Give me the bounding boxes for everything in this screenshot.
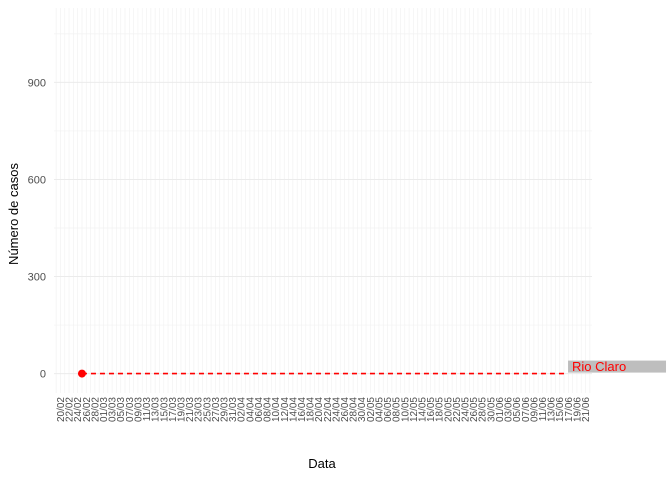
x-tick-label: 31/03 (228, 397, 239, 422)
x-tick-label: 14/04 (288, 397, 299, 422)
y-axis-ticks: 0 300 600 900 (28, 77, 46, 380)
x-tick-label: 16/05 (426, 397, 437, 422)
x-tick-label: 26/05 (469, 397, 480, 422)
x-tick-label: 16/04 (297, 397, 308, 422)
x-tick-label: 17/06 (564, 397, 575, 422)
x-tick-label: 08/04 (263, 397, 274, 422)
x-tick-label: 03/06 (504, 397, 515, 422)
x-tick-label: 27/03 (211, 397, 222, 422)
x-tick-label: 30/05 (486, 397, 497, 422)
y-axis-title: Número de casos (6, 163, 21, 265)
y-tick-label: 0 (40, 369, 46, 381)
x-tick-label: 28/02 (90, 397, 101, 422)
y-tick-label: 300 (28, 272, 46, 284)
x-tick-label: 18/05 (435, 397, 446, 422)
x-tick-label: 22/05 (452, 397, 463, 422)
x-tick-label: 06/05 (383, 397, 394, 422)
x-tick-label: 14/05 (417, 397, 428, 422)
x-tick-label: 13/03 (151, 397, 162, 422)
x-axis-ticks: 20/0222/0224/0226/0228/0201/0303/0305/03… (56, 397, 592, 422)
x-tick-label: 11/06 (538, 397, 549, 422)
x-tick-label: 18/04 (306, 397, 317, 422)
x-tick-label: 15/06 (555, 397, 566, 422)
x-tick-label: 09/03 (133, 397, 144, 422)
x-tick-label: 17/03 (168, 397, 179, 422)
x-tick-label: 03/03 (108, 397, 119, 422)
x-tick-label: 01/06 (495, 397, 506, 422)
data-point (77, 369, 86, 378)
x-tick-label: 20/05 (443, 397, 454, 422)
x-tick-label: 24/05 (461, 397, 472, 422)
x-tick-label: 21/03 (185, 397, 196, 422)
x-tick-label: 21/06 (581, 397, 592, 422)
x-tick-label: 05/06 (512, 397, 523, 422)
x-tick-label: 22/04 (323, 397, 334, 422)
x-tick-label: 04/05 (374, 397, 385, 422)
x-tick-label: 08/05 (392, 397, 403, 422)
x-tick-label: 28/04 (349, 397, 360, 422)
x-tick-label: 26/04 (340, 397, 351, 422)
x-tick-label: 10/04 (271, 397, 282, 422)
x-tick-label: 20/04 (314, 397, 325, 422)
x-tick-label: 20/02 (56, 397, 67, 422)
x-tick-label: 29/03 (220, 397, 231, 422)
x-tick-label: 30/04 (357, 397, 368, 422)
annotation-label-background (568, 360, 667, 373)
grid (54, 8, 592, 393)
y-tick-label: 600 (28, 174, 46, 186)
x-tick-label: 26/02 (82, 397, 93, 422)
x-axis-title: Data (308, 456, 336, 471)
x-tick-label: 19/03 (176, 397, 187, 422)
x-tick-label: 09/06 (529, 397, 540, 422)
x-tick-label: 05/03 (116, 397, 127, 422)
x-tick-label: 19/06 (572, 397, 583, 422)
x-tick-label: 12/04 (280, 397, 291, 422)
x-tick-label: 02/04 (237, 397, 248, 422)
x-tick-label: 25/03 (202, 397, 213, 422)
x-tick-label: 02/05 (366, 397, 377, 422)
x-tick-label: 15/03 (159, 397, 170, 422)
x-tick-label: 10/05 (400, 397, 411, 422)
x-tick-label: 24/04 (331, 397, 342, 422)
x-tick-label: 22/02 (65, 397, 76, 422)
x-tick-label: 28/05 (478, 397, 489, 422)
series-layer (77, 369, 565, 378)
x-tick-label: 24/02 (73, 397, 84, 422)
x-tick-label: 23/03 (194, 397, 205, 422)
y-tick-label: 900 (28, 77, 46, 89)
x-tick-label: 07/06 (521, 397, 532, 422)
annotation-label: Rio Claro (572, 359, 626, 374)
x-tick-label: 11/03 (142, 397, 153, 422)
annotation-layer: Rio Claro (568, 359, 667, 374)
x-tick-label: 13/06 (547, 397, 558, 422)
x-tick-label: 12/05 (409, 397, 420, 422)
x-tick-label: 06/04 (254, 397, 265, 422)
x-tick-label: 07/03 (125, 397, 136, 422)
x-tick-label: 01/03 (99, 397, 110, 422)
x-tick-label: 04/04 (245, 397, 256, 422)
